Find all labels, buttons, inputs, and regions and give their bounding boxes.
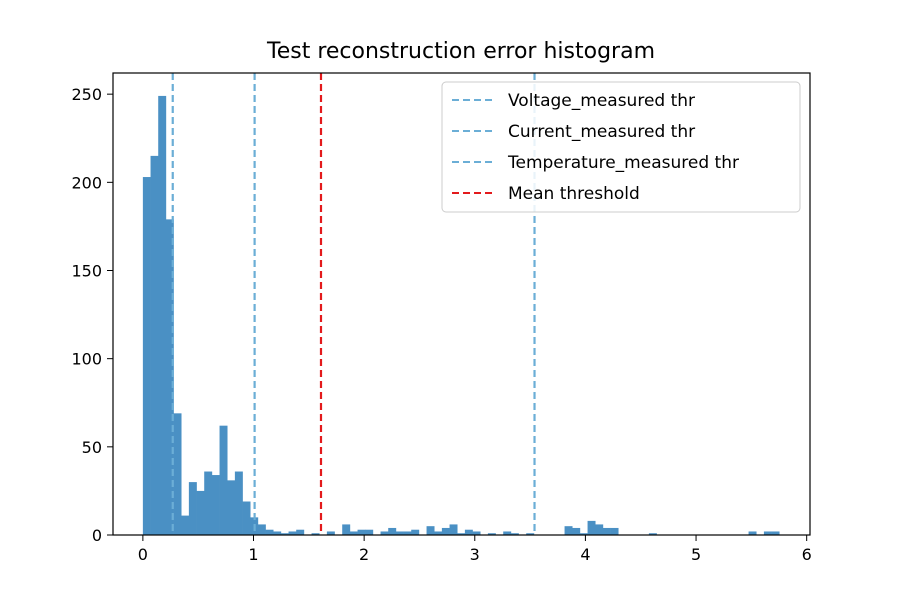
histogram-bar — [579, 533, 588, 535]
histogram-bar — [595, 524, 604, 535]
x-tick-label: 4 — [580, 545, 590, 564]
histogram-bar — [449, 524, 458, 535]
histogram-bar — [173, 413, 182, 535]
histogram-bar — [526, 533, 535, 535]
histogram-bar — [763, 531, 772, 535]
histogram-bar — [365, 529, 374, 535]
legend: Voltage_measured thr Current_measured th… — [441, 81, 801, 213]
histogram-bar — [748, 531, 757, 535]
histogram-bar — [181, 515, 190, 535]
histogram-bar — [411, 529, 420, 535]
histogram-bar — [326, 531, 335, 535]
histogram-bar — [395, 531, 404, 535]
histogram-bar — [227, 480, 236, 535]
histogram-bar — [204, 471, 213, 535]
y-tick-label: 100 — [71, 350, 102, 369]
histogram-bar — [288, 531, 297, 535]
histogram-bar — [380, 531, 389, 535]
histogram-bar — [434, 531, 443, 535]
histogram-bar — [610, 527, 619, 535]
y-tick-label: 200 — [71, 173, 102, 192]
legend-label-mean: Mean threshold — [508, 184, 640, 204]
histogram-bar — [357, 529, 366, 535]
histogram-bar — [564, 526, 573, 535]
histogram-bar — [342, 524, 351, 535]
histogram-bar — [196, 490, 205, 535]
histogram-bar — [648, 533, 657, 535]
histogram-bar — [771, 531, 780, 535]
histogram-bar — [426, 526, 435, 535]
histogram-bar — [150, 155, 159, 535]
histogram-bar — [219, 425, 228, 535]
histogram-bar — [388, 527, 397, 535]
x-tick-label: 3 — [470, 545, 480, 564]
x-tick-label: 6 — [802, 545, 812, 564]
histogram-bar — [602, 527, 611, 535]
histogram-bar — [265, 529, 274, 535]
histogram-bar — [211, 475, 220, 535]
legend-label-temperature: Temperature_measured thr — [507, 153, 739, 173]
histogram-bar — [349, 531, 358, 535]
histogram-bar — [280, 533, 289, 535]
histogram-bar — [441, 527, 450, 535]
x-tick-label: 2 — [359, 545, 369, 564]
legend-label-voltage: Voltage_measured thr — [508, 91, 695, 111]
histogram-bar — [464, 529, 473, 535]
histogram-bar — [311, 533, 320, 535]
x-tick-label: 0 — [138, 545, 148, 564]
histogram-bar — [472, 531, 481, 535]
histogram-bar — [188, 482, 197, 535]
y-tick-label: 150 — [71, 261, 102, 280]
y-tick-label: 250 — [71, 85, 102, 104]
legend-label-current: Current_measured thr — [508, 122, 695, 142]
y-axis: 0 50 100 150 200 250 — [71, 85, 113, 545]
legend-box — [441, 81, 801, 213]
histogram-bar — [510, 533, 519, 535]
histogram-bar — [587, 520, 596, 535]
histogram-bar — [234, 471, 243, 535]
histogram-bar — [457, 533, 466, 535]
histogram-bar — [142, 177, 151, 536]
histogram-bar — [403, 531, 412, 535]
histogram-bar — [273, 531, 282, 535]
y-tick-label: 0 — [92, 526, 102, 545]
histogram-bar — [257, 524, 266, 535]
histogram-bar — [158, 95, 167, 536]
x-tick-label: 5 — [691, 545, 701, 564]
x-tick-label: 1 — [248, 545, 258, 564]
plot-frame — [112, 72, 811, 536]
histogram-bar — [165, 219, 174, 536]
histogram-bar — [296, 529, 305, 535]
chart-title: Test reconstruction error histogram — [266, 39, 655, 64]
histogram-bar — [487, 533, 496, 535]
bars-layer — [142, 95, 780, 536]
histogram-bar — [242, 501, 251, 535]
y-tick-label: 50 — [82, 438, 102, 457]
histogram-bar — [572, 527, 581, 535]
x-axis: 0 1 2 3 4 5 6 — [138, 535, 812, 564]
histogram-bar — [503, 531, 512, 535]
